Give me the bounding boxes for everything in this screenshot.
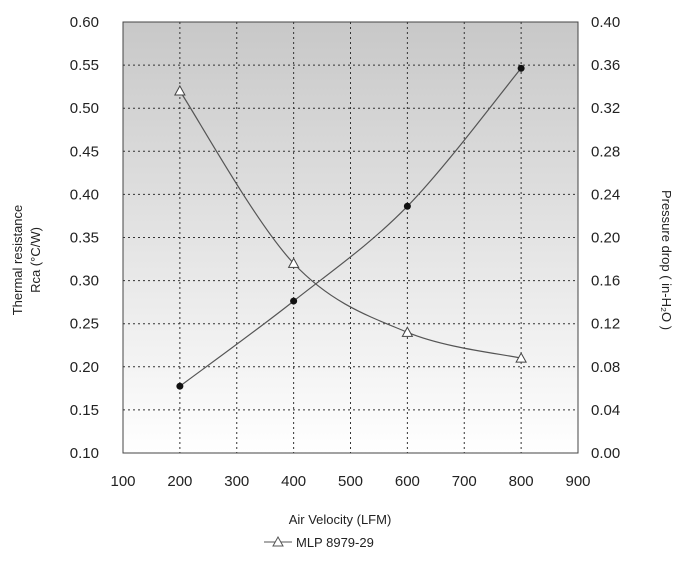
legend-series-name: MLP 8979-29 [296,535,374,550]
right-tick-label: 0.16 [591,273,620,290]
right-axis-title: Pressure drop ( in-H₂O ) [659,190,674,330]
right-tick-label: 0.28 [591,143,620,160]
series-line-1 [179,67,522,387]
circle-point [176,382,184,390]
left-tick-label: 0.45 [70,143,99,160]
series-line-0 [179,90,522,359]
triangle-point [287,257,300,268]
x-tick-label: 800 [509,473,534,490]
x-tick-label: 500 [338,473,363,490]
legend-triangle-marker [272,535,284,547]
right-tick-label: 0.00 [591,445,620,462]
left-tick-label: 0.25 [70,316,99,333]
right-tick-label: 0.24 [591,186,620,203]
x-tick-label: 100 [110,473,135,490]
left-axis-ticks: 0.10 0.15 0.20 0.25 0.30 0.35 0.40 0.45 0.50 0.55… [70,14,99,462]
left-tick-label: 0.60 [70,14,99,31]
right-tick-label: 0.08 [591,359,620,376]
left-tick-label: 0.20 [70,359,99,376]
left-tick-label: 0.50 [70,100,99,117]
left-tick-label: 0.35 [70,230,99,247]
left-tick-label: 0.10 [70,445,99,462]
legend: MLP 8979-29 [264,535,374,550]
x-tick-label: 700 [452,473,477,490]
x-axis-title: Air Velocity (LFM) [289,512,392,527]
left-axis-title-line2: Rca (°C/W) [28,227,43,293]
right-tick-label: 0.20 [591,230,620,247]
series-layer [174,64,527,390]
x-tick-label: 600 [395,473,420,490]
triangle-point [174,84,186,96]
right-tick-label: 0.32 [591,100,620,117]
triangle-point [515,352,527,363]
x-tick-label: 400 [281,473,306,490]
triangle-point [401,326,414,337]
circle-point [403,202,411,210]
x-tick-label: 900 [565,473,590,490]
right-tick-label: 0.04 [591,402,620,419]
right-tick-label: 0.36 [591,57,620,74]
left-tick-label: 0.40 [70,186,99,203]
left-tick-label: 0.30 [70,273,99,290]
right-tick-label: 0.40 [591,14,620,31]
x-tick-label: 300 [224,473,249,490]
circle-point [290,297,298,305]
circle-point [517,64,525,72]
right-tick-label: 0.12 [591,316,620,333]
x-tick-label: 200 [167,473,192,490]
left-axis-title-line1: Thermal resistance [10,205,25,316]
right-axis-ticks: 0.00 0.04 0.08 0.12 0.16 0.20 0.24 0.28 0.32 0.36… [591,14,620,462]
left-tick-label: 0.15 [70,402,99,419]
x-axis-ticks: 100 200 300 400 500 600 700 800 900 [110,473,590,490]
left-tick-label: 0.55 [70,57,99,74]
